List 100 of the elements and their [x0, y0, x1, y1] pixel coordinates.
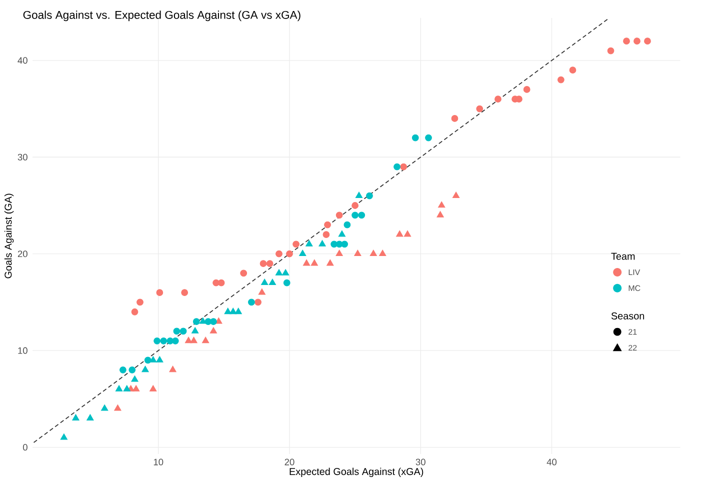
point — [451, 114, 458, 122]
point — [156, 288, 164, 296]
y-axis-title: Goals Against (GA) — [4, 194, 14, 278]
point — [404, 230, 412, 236]
point — [370, 250, 378, 256]
point — [306, 240, 313, 246]
point — [154, 337, 160, 344]
point — [400, 163, 408, 170]
point — [86, 414, 94, 420]
point — [160, 337, 168, 344]
point — [318, 240, 326, 246]
point — [344, 221, 351, 228]
point — [218, 279, 225, 286]
point — [396, 230, 404, 236]
point — [199, 317, 207, 324]
point — [523, 86, 530, 93]
annotation: Season — [611, 312, 644, 320]
point — [282, 268, 290, 276]
point — [150, 356, 157, 362]
point — [132, 384, 140, 392]
point — [324, 221, 331, 228]
point — [260, 260, 267, 267]
point — [438, 201, 446, 208]
point — [634, 37, 640, 44]
point — [299, 250, 306, 256]
point — [131, 308, 138, 316]
x-tick-label: 20 — [284, 458, 294, 466]
point — [436, 210, 444, 218]
point — [425, 134, 432, 142]
point — [476, 105, 484, 112]
point — [248, 298, 255, 306]
point — [394, 163, 400, 170]
point — [128, 366, 136, 374]
point — [276, 250, 282, 258]
point — [354, 250, 362, 256]
y-tick-label: 0 — [22, 444, 28, 450]
point — [156, 356, 164, 362]
chart-title: Goals Against vs. Expected Goals Against (GA vs xGA) — [23, 10, 300, 21]
point — [230, 308, 237, 314]
point — [184, 336, 192, 343]
point — [254, 298, 262, 306]
x-axis-title: Expected Goals Against (xGA) — [290, 468, 424, 477]
point — [644, 37, 651, 44]
point — [190, 336, 198, 343]
point — [172, 337, 179, 344]
point — [142, 366, 149, 372]
x-tick-label: 40 — [546, 458, 557, 466]
point — [260, 278, 268, 285]
point — [169, 366, 176, 372]
x-tick-label: 10 — [154, 458, 164, 466]
point — [275, 268, 283, 276]
point — [352, 202, 358, 209]
point — [258, 288, 266, 295]
point — [452, 192, 460, 198]
point — [192, 318, 200, 325]
point — [283, 279, 290, 286]
point — [310, 259, 318, 266]
point — [412, 134, 419, 142]
point — [123, 384, 130, 392]
point — [557, 76, 564, 83]
point — [302, 259, 310, 266]
point — [115, 384, 123, 392]
point — [120, 366, 126, 374]
point — [150, 384, 157, 392]
point — [292, 240, 300, 248]
point — [366, 192, 373, 200]
point — [181, 288, 188, 296]
legend-title: Team — [611, 252, 635, 260]
point — [268, 278, 276, 285]
point — [240, 270, 248, 276]
point — [173, 328, 180, 334]
point — [266, 260, 274, 267]
point — [341, 240, 348, 248]
point — [379, 250, 386, 256]
point — [101, 404, 108, 411]
point — [144, 356, 152, 364]
y-tick-label: 10 — [18, 347, 28, 354]
point — [336, 250, 343, 256]
point — [215, 317, 222, 324]
point — [210, 326, 218, 334]
y-tick-label: 30 — [18, 154, 28, 160]
point — [336, 212, 343, 218]
point — [191, 326, 199, 334]
point — [286, 250, 293, 258]
point — [224, 308, 232, 314]
point — [355, 192, 363, 198]
point — [623, 37, 630, 44]
y-tick-label: 20 — [18, 250, 28, 257]
point — [352, 212, 358, 218]
point — [180, 328, 187, 334]
point — [202, 336, 210, 343]
point — [114, 404, 122, 411]
point — [326, 259, 334, 266]
y-tick-label: 40 — [18, 56, 28, 64]
point — [322, 230, 330, 238]
point — [234, 308, 242, 314]
x-tick-label: 30 — [416, 458, 426, 466]
point — [136, 298, 144, 306]
point — [72, 414, 80, 420]
point — [569, 66, 576, 74]
